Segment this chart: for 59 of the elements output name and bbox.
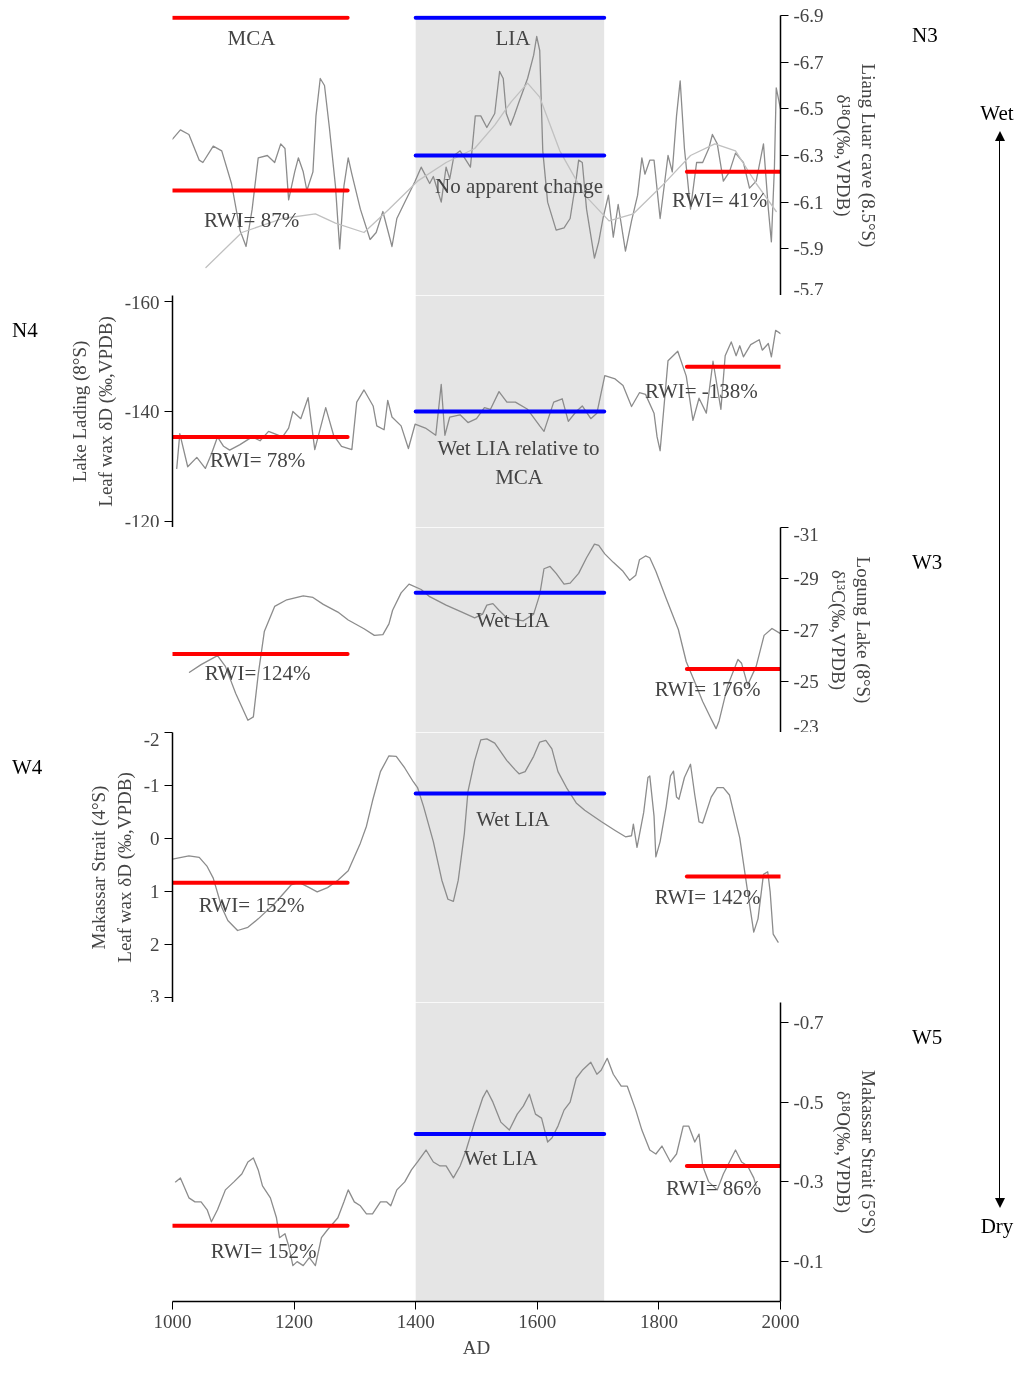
y2-tick-label: -6.5 (793, 98, 824, 120)
y2-tick-label: -6.3 (793, 145, 824, 166)
y-tick-label: -120 (124, 510, 160, 532)
y2-tick-label: -5.9 (793, 238, 824, 260)
y-tick-label: -140 (124, 401, 160, 422)
text: W5 (912, 1024, 943, 1051)
annotation: MCA (227, 25, 277, 50)
y2-tick-label: -25 (793, 670, 819, 692)
y-tick-label: 1 (150, 880, 160, 902)
y-axis-title: Lake Lading (8°S) Leaf wax δD (‰,VPDB) (69, 316, 117, 507)
y2-tick-label: -6.7 (793, 51, 824, 73)
y-tick-label: 0 (150, 827, 160, 849)
y-tick-label: -1 (143, 774, 160, 796)
y2-axis-title: Makassar Strait (5°S) δ¹⁸O(‰,VPDB) (831, 1070, 879, 1234)
text: Wet (980, 100, 1014, 127)
y-tick-label: -160 (124, 291, 160, 313)
x-tick-label: 2000 (761, 1310, 800, 1332)
annotation: RWI= 142% (654, 885, 761, 910)
text: W4 (12, 754, 43, 781)
x-tick-label: 1800 (639, 1310, 678, 1332)
x-tick-label: 1600 (518, 1310, 557, 1332)
y2-tick-label: -6.9 (793, 5, 824, 26)
annotation: RWI= 152% (210, 1238, 317, 1263)
annotation: RWI= 124% (204, 661, 311, 686)
line-series (176, 329, 781, 470)
y-tick-label: 3 (150, 985, 160, 1007)
annotation: Wet LIA (476, 607, 551, 632)
annotation: RWI= 78% (210, 448, 306, 473)
x-axis-title: AD (462, 1336, 491, 1358)
y2-tick-label: -0.1 (793, 1251, 824, 1273)
annotation: RWI= 86% (666, 1175, 762, 1200)
y2-tick-label: -0.7 (793, 1011, 824, 1033)
x-tick-label: 1000 (153, 1310, 192, 1332)
y2-tick-label: -0.3 (793, 1171, 824, 1193)
y-tick-label: -2 (143, 728, 160, 750)
x-tick-label: 1200 (275, 1310, 314, 1332)
line-series (172, 738, 779, 943)
text: Dry (980, 1213, 1014, 1240)
annotation: Wet LIA relative to MCA (437, 436, 600, 489)
y-axis-title: Makassar Strait (4°S) Leaf wax δD (‰,VPDB) (88, 772, 136, 963)
y2-axis-title: Logung Lake (8°S) δ¹³C(‰,VPDB) (826, 556, 875, 704)
text: W3 (912, 549, 943, 576)
text: N3 (912, 22, 938, 49)
y2-axis-title: Liang Luar cave (8.5°S) δ¹⁸O(‰,VPDB) (831, 63, 879, 248)
y2-tick-label: -0.5 (793, 1091, 824, 1113)
annotation: RWI= 176% (654, 677, 761, 702)
y2-tick-label: -31 (793, 523, 819, 545)
x-tick-label: 1400 (396, 1310, 435, 1332)
annotation: Wet LIA (476, 806, 551, 831)
y2-tick-label: -23 (793, 715, 819, 737)
y2-tick-label: -29 (793, 568, 819, 590)
text: N4 (12, 317, 38, 344)
y2-tick-label: -6.1 (793, 191, 824, 213)
y2-tick-label: -27 (793, 619, 819, 641)
annotation: Wet LIA (464, 1145, 539, 1170)
annotation: LIA (495, 25, 532, 50)
y-tick-label: 2 (150, 933, 160, 955)
line-series (205, 82, 777, 269)
y2-tick-label: -5.7 (793, 278, 824, 300)
